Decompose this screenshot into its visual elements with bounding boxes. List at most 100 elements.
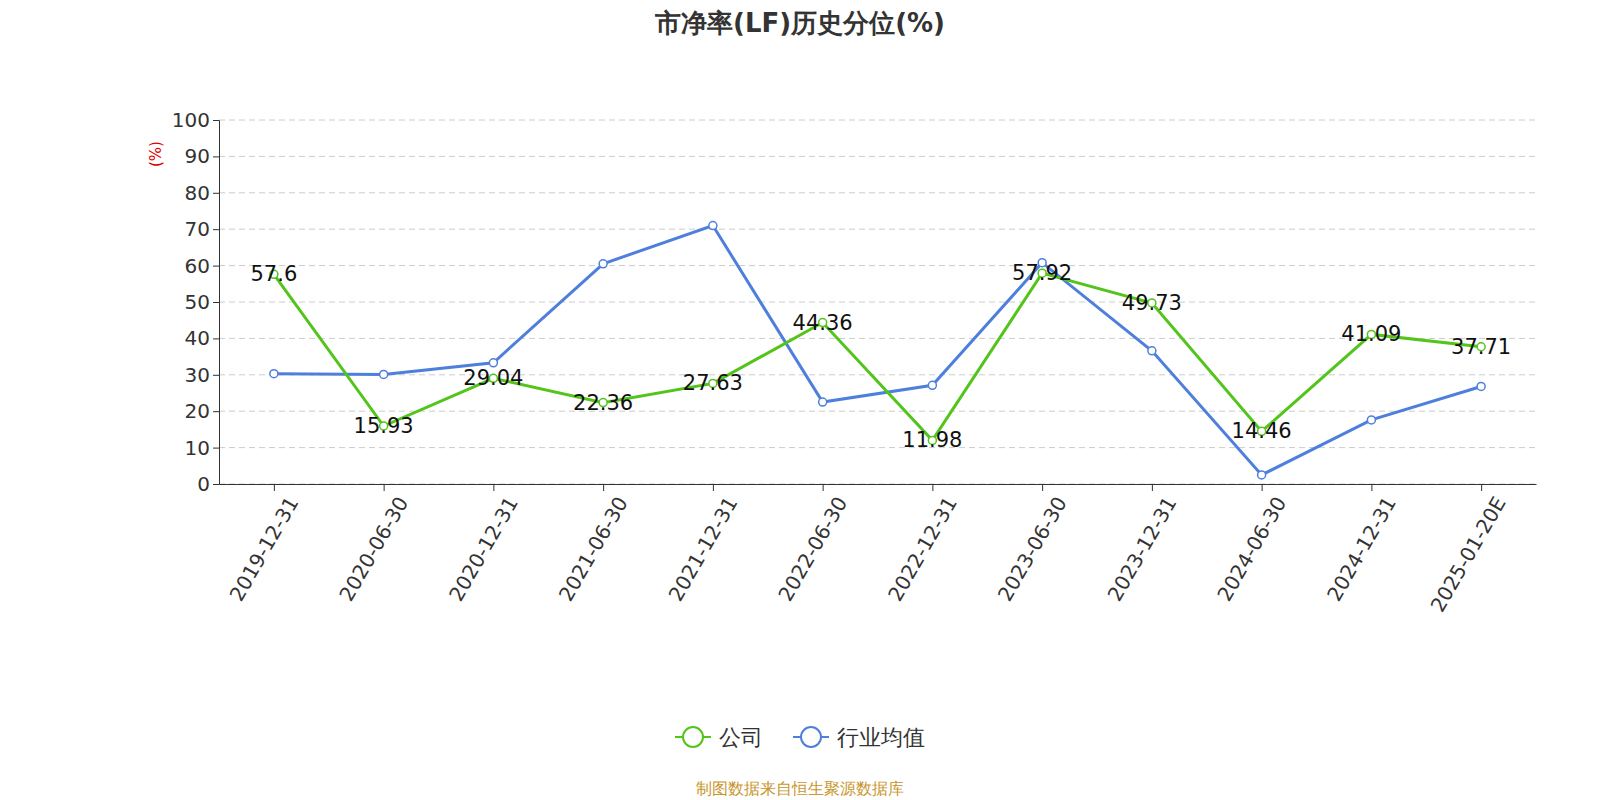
data-label: 27.63	[683, 371, 743, 395]
grid-line	[219, 338, 1536, 339]
x-tick-mark	[1371, 484, 1372, 491]
x-tick: 2020-06-30	[334, 484, 413, 605]
y-tick-label: 50	[185, 290, 210, 314]
y-tick-mark	[213, 229, 219, 230]
series-point	[819, 398, 827, 406]
y-tick-mark	[213, 338, 219, 339]
y-tick-mark	[213, 193, 219, 194]
y-tick: 60	[185, 254, 219, 278]
grid-line	[219, 120, 1536, 121]
grid	[219, 120, 1536, 484]
x-tick-label: 2025-01-20E	[1426, 493, 1511, 617]
x-tick-label: 2024-06-30	[1212, 493, 1291, 606]
y-tick: 20	[185, 399, 219, 423]
x-tick-label: 2020-06-30	[334, 493, 413, 606]
data-label: 37.71	[1451, 335, 1511, 359]
series-line	[274, 273, 1481, 440]
y-tick: 0	[197, 472, 219, 496]
y-tick: 30	[185, 363, 219, 387]
x-tick: 2025-01-20E	[1426, 484, 1511, 616]
data-label: 49.73	[1122, 291, 1182, 315]
series-point	[1148, 347, 1156, 355]
y-tick-label: 0	[197, 472, 210, 496]
data-label: 14.46	[1232, 419, 1292, 443]
plot-area	[270, 222, 1485, 479]
y-tick-mark	[213, 266, 219, 267]
x-tick: 2020-12-31	[444, 484, 523, 605]
x-tick-mark	[603, 484, 604, 491]
y-tick: 100	[172, 108, 219, 132]
x-axis: 2019-12-312020-06-302020-12-312021-06-30…	[220, 484, 1537, 616]
data-label: 41.09	[1341, 322, 1401, 346]
series-line	[274, 226, 1481, 475]
legend-marker	[683, 727, 703, 747]
grid-line	[219, 302, 1536, 303]
series-point	[1477, 382, 1485, 390]
x-tick-mark	[1481, 484, 1482, 491]
y-axis-title: (%)	[147, 141, 165, 167]
series-point	[380, 370, 388, 378]
grid-line	[219, 156, 1536, 157]
data-label: 57.6	[250, 262, 297, 286]
x-tick: 2019-12-31	[225, 484, 304, 605]
y-tick-mark	[213, 448, 219, 449]
y-tick: 10	[185, 436, 219, 460]
legend-label: 公司	[719, 725, 763, 750]
y-tick-mark	[213, 375, 219, 376]
x-tick-mark	[493, 484, 494, 491]
data-label: 29.04	[463, 366, 523, 390]
data-label: 44.36	[793, 311, 853, 335]
x-tick: 2023-06-30	[993, 484, 1072, 605]
x-tick-mark	[713, 484, 714, 491]
y-tick: 70	[185, 217, 219, 241]
y-tick: 80	[185, 181, 219, 205]
legend-item: 公司	[675, 725, 763, 750]
x-tick-mark	[384, 484, 385, 491]
x-tick-label: 2023-12-31	[1103, 493, 1182, 606]
grid-line	[219, 484, 1536, 485]
data-label: 11.98	[902, 428, 962, 452]
y-tick: 90	[185, 144, 219, 168]
y-tick: 50	[185, 290, 219, 314]
y-tick-label: 40	[185, 326, 210, 350]
grid-line	[219, 192, 1536, 193]
x-tick: 2024-12-31	[1322, 484, 1401, 605]
x-tick: 2022-06-30	[773, 484, 852, 605]
y-tick-mark	[213, 411, 219, 412]
y-tick: 40	[185, 326, 219, 350]
x-tick-label: 2022-12-31	[883, 493, 962, 606]
y-tick-mark	[213, 484, 219, 485]
x-tick: 2021-12-31	[664, 484, 743, 605]
x-tick-mark	[1042, 484, 1043, 491]
x-tick-mark	[1152, 484, 1153, 491]
series-point	[599, 260, 607, 268]
x-tick-label: 2019-12-31	[225, 493, 304, 606]
y-tick-mark	[213, 302, 219, 303]
data-label: 15.93	[354, 414, 414, 438]
data-label: 22.36	[573, 391, 633, 415]
x-tick-label: 2020-12-31	[444, 493, 523, 606]
legend-marker	[801, 727, 821, 747]
y-tick-label: 80	[185, 181, 210, 205]
y-tick-mark	[213, 120, 219, 121]
grid-line	[219, 447, 1536, 448]
grid-line	[219, 265, 1536, 266]
y-axis-line	[213, 121, 220, 485]
y-tick-label: 30	[185, 363, 210, 387]
data-labels: 57.6 15.93 29.04 22.36 27.63 44.36 11.98 57.92 4…	[250, 261, 1511, 452]
grid-line	[219, 229, 1536, 230]
x-tick-mark	[274, 484, 275, 491]
y-tick-label: 90	[185, 144, 210, 168]
x-tick: 2024-06-30	[1212, 484, 1291, 605]
x-tick-label: 2024-12-31	[1322, 493, 1401, 606]
series-point	[1258, 471, 1266, 479]
series-point	[1367, 416, 1375, 424]
legend-item: 行业均值	[793, 725, 925, 750]
data-label: 57.92	[1012, 261, 1072, 285]
y-axis: 0 10 20 30 40 50 60 70 80 90 100	[172, 108, 220, 496]
y-tick-label: 70	[185, 217, 210, 241]
y-tick-label: 60	[185, 254, 210, 278]
series-point	[270, 370, 278, 378]
y-tick-mark	[213, 156, 219, 157]
x-tick-label: 2022-06-30	[773, 493, 852, 606]
